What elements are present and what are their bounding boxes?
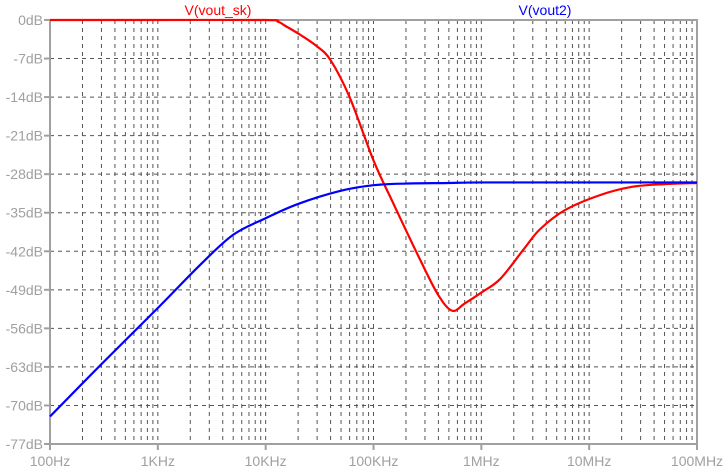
y-tick-label: -28dB [6, 166, 43, 182]
y-tick-label: 0dB [18, 12, 43, 28]
series-lines [49, 18, 698, 418]
series-line-vout2 [49, 181, 697, 418]
x-tick-label: 1KHz [141, 453, 175, 469]
legend-vout2[interactable]: V(vout2) [519, 2, 572, 18]
x-tick-label: 100Hz [30, 453, 70, 469]
y-tick-label: -49dB [6, 282, 43, 298]
y-tick-label: -7dB [13, 51, 43, 67]
legend-vout-sk[interactable]: V(vout_sk) [185, 2, 252, 18]
grid [50, 20, 697, 444]
x-axis-ticks: 100Hz 1KHz 10KHz 100KHz 1MHz 10MHz 100MHz [30, 444, 723, 469]
x-tick-label: 1MHz [463, 453, 500, 469]
x-tick-label: 100MHz [671, 453, 723, 469]
y-tick-label: -77dB [6, 436, 43, 452]
y-tick-label: -21dB [6, 128, 43, 144]
y-tick-label: -14dB [6, 89, 43, 105]
x-tick-label: 100KHz [349, 453, 399, 469]
x-tick-label: 10MHz [567, 453, 611, 469]
y-tick-label: -35dB [6, 205, 43, 221]
y-axis-ticks: 0dB -7dB -14dB -21dB -28dB -35dB -42dB -49dB -56… [6, 12, 50, 452]
y-tick-label: -56dB [6, 320, 43, 336]
y-tick-label: -42dB [6, 243, 43, 259]
x-tick-label: 10KHz [245, 453, 287, 469]
y-tick-label: -70dB [6, 397, 43, 413]
y-tick-label: -63dB [6, 359, 43, 375]
series-line-vout-sk [49, 18, 698, 313]
